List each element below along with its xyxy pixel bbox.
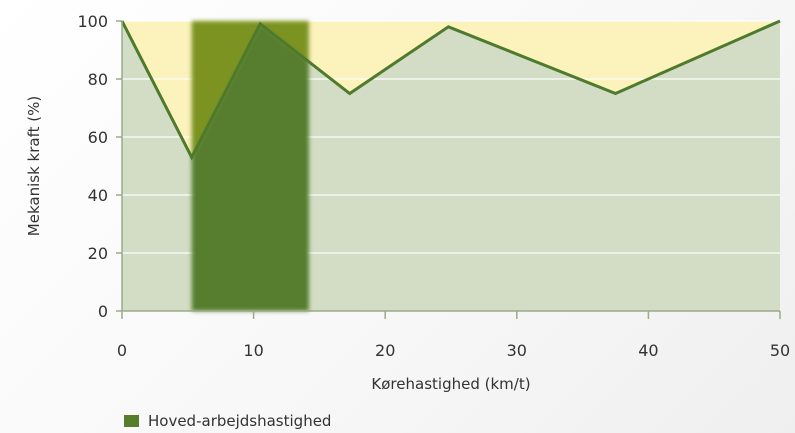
legend-swatch bbox=[124, 415, 139, 427]
series-line bbox=[120, 19, 781, 161]
y-tick-label: 40 bbox=[88, 186, 108, 205]
legend: Hoved-arbejdshastighed bbox=[124, 412, 331, 430]
y-tick-label: 100 bbox=[77, 12, 108, 31]
y-tick-label: 20 bbox=[88, 244, 108, 263]
x-axis-label: Kørehastighed (km/t) bbox=[371, 375, 530, 393]
x-axis-ticks: 0 10 20 30 40 50 bbox=[117, 311, 790, 360]
legend-label: Hoved-arbejdshastighed bbox=[148, 412, 331, 430]
x-tick-label: 50 bbox=[770, 341, 790, 360]
highlight-band-group bbox=[191, 21, 309, 311]
y-tick-label: 0 bbox=[98, 302, 108, 321]
x-tick-label: 30 bbox=[507, 341, 527, 360]
x-tick-label: 20 bbox=[375, 341, 395, 360]
y-tick-label: 60 bbox=[88, 128, 108, 147]
x-tick-label: 40 bbox=[638, 341, 658, 360]
x-tick-label: 0 bbox=[117, 341, 127, 360]
y-axis-label: Mekanisk kraft (%) bbox=[25, 96, 43, 236]
y-tick-label: 80 bbox=[88, 70, 108, 89]
x-tick-label: 10 bbox=[243, 341, 263, 360]
y-axis-ticks: 0 20 40 60 80 100 bbox=[77, 12, 122, 321]
